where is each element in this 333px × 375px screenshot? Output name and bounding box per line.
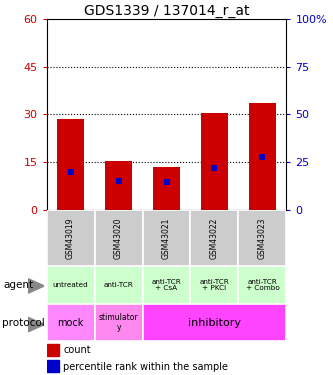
Bar — [47, 266, 95, 304]
Bar — [143, 266, 190, 304]
Bar — [95, 210, 143, 266]
Title: GDS1339 / 137014_r_at: GDS1339 / 137014_r_at — [84, 4, 249, 18]
Text: percentile rank within the sample: percentile rank within the sample — [63, 362, 228, 372]
Bar — [95, 266, 143, 304]
Bar — [143, 210, 190, 266]
Text: GSM43021: GSM43021 — [162, 217, 171, 259]
Text: mock: mock — [57, 318, 84, 327]
Bar — [201, 113, 228, 210]
Text: anti-TCR: anti-TCR — [104, 282, 134, 288]
Text: agent: agent — [3, 280, 33, 290]
Text: anti-TCR
+ PKCi: anti-TCR + PKCi — [199, 279, 229, 291]
Text: GSM43023: GSM43023 — [258, 217, 267, 259]
Bar — [47, 360, 59, 372]
Text: GSM43022: GSM43022 — [210, 217, 219, 259]
Bar — [47, 210, 95, 266]
Bar — [153, 167, 180, 210]
Bar — [47, 304, 95, 341]
Bar — [190, 210, 238, 266]
Text: protocol: protocol — [2, 318, 44, 327]
Text: GSM43020: GSM43020 — [114, 217, 123, 259]
Bar — [238, 210, 286, 266]
Text: stimulator
y: stimulator y — [99, 313, 138, 332]
Bar — [190, 266, 238, 304]
Text: GSM43019: GSM43019 — [66, 217, 75, 259]
Text: inhibitory: inhibitory — [188, 318, 241, 327]
Bar — [95, 304, 143, 341]
Bar — [238, 266, 286, 304]
Bar — [47, 344, 59, 356]
Text: count: count — [63, 345, 91, 355]
Text: anti-TCR
+ CsA: anti-TCR + CsA — [152, 279, 181, 291]
Bar — [249, 103, 276, 210]
Polygon shape — [28, 317, 44, 332]
Bar — [143, 304, 286, 341]
Bar — [57, 119, 84, 210]
Text: untreated: untreated — [53, 282, 89, 288]
Text: anti-TCR
+ Combo: anti-TCR + Combo — [245, 279, 279, 291]
Polygon shape — [28, 279, 44, 293]
Bar — [105, 160, 132, 210]
